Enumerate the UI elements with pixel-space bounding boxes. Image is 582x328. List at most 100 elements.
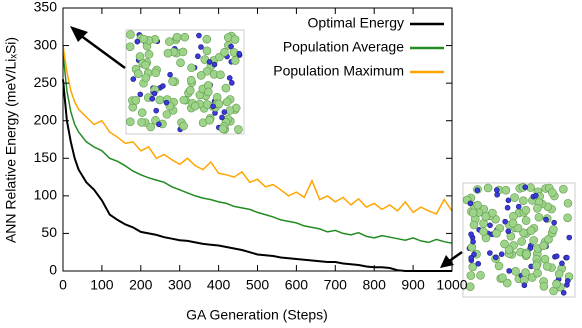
atom — [137, 108, 147, 117]
atom — [468, 255, 475, 261]
atom — [163, 99, 170, 106]
atom — [474, 187, 481, 193]
y-tick-label: 150 — [34, 149, 58, 165]
atom — [494, 261, 504, 271]
atom — [475, 260, 482, 267]
atom — [540, 254, 550, 264]
atom — [167, 71, 173, 78]
atom — [178, 47, 188, 57]
atom — [552, 279, 561, 289]
y-axis-label: ANN Relative Energy (meV/LiₓSi) — [3, 37, 19, 243]
atom — [137, 117, 146, 127]
atom — [141, 60, 150, 70]
atom — [469, 220, 479, 230]
atom — [229, 80, 235, 86]
atom — [476, 270, 485, 280]
atom — [220, 47, 229, 57]
atom — [234, 125, 243, 134]
atom — [134, 38, 141, 45]
atom — [230, 56, 240, 65]
atom — [146, 122, 155, 132]
atom — [144, 50, 154, 59]
x-tick-label: 300 — [168, 277, 192, 293]
atom — [505, 197, 512, 204]
atom — [526, 226, 536, 235]
atom — [498, 273, 507, 282]
atom — [149, 95, 156, 102]
atom — [533, 203, 542, 213]
atom — [218, 124, 228, 134]
atom — [529, 236, 539, 245]
atom — [522, 184, 529, 191]
atom — [534, 212, 544, 222]
atom — [151, 68, 161, 78]
y-tick-label: 200 — [34, 111, 58, 127]
atom — [165, 37, 174, 46]
atom — [551, 219, 557, 226]
atom — [521, 216, 531, 225]
atom — [156, 121, 162, 128]
atom — [465, 282, 475, 291]
atom — [153, 107, 159, 114]
atom — [172, 32, 182, 42]
atom — [187, 63, 196, 73]
atom — [221, 83, 231, 93]
atom — [521, 268, 530, 277]
atom — [533, 268, 542, 278]
atom — [470, 238, 476, 245]
atom — [466, 271, 476, 280]
atom — [176, 58, 185, 67]
atom — [468, 262, 478, 272]
atom — [126, 30, 135, 39]
atom — [553, 253, 560, 259]
atom — [125, 42, 135, 51]
legend-label: Population Average — [283, 39, 404, 55]
atom — [163, 48, 173, 58]
x-tick-label: 800 — [363, 277, 387, 293]
atom — [226, 75, 233, 81]
atom — [498, 251, 505, 257]
atom — [518, 196, 528, 205]
atom — [179, 121, 188, 131]
atom — [202, 46, 212, 56]
atom — [133, 69, 143, 78]
atom — [563, 213, 572, 223]
atom — [511, 267, 520, 276]
atom — [560, 290, 567, 296]
atom — [539, 241, 548, 250]
atom — [219, 114, 225, 121]
arrow — [79, 33, 126, 70]
atom — [130, 76, 137, 82]
atom — [487, 222, 493, 229]
series-line — [62, 45, 453, 215]
atom — [502, 218, 508, 225]
atom — [236, 50, 243, 57]
atom — [521, 205, 531, 215]
atom — [180, 32, 190, 42]
atom — [221, 109, 228, 115]
atom — [205, 115, 214, 125]
atom — [473, 200, 482, 210]
atom — [162, 110, 172, 119]
atom — [543, 216, 549, 223]
atom — [566, 234, 573, 241]
atom — [493, 187, 500, 193]
atom — [533, 192, 539, 199]
arrowhead — [70, 26, 88, 42]
atom — [522, 249, 531, 259]
atom — [508, 218, 518, 228]
atom — [468, 208, 478, 218]
atom — [230, 35, 240, 44]
atom — [542, 262, 552, 271]
atom — [504, 204, 511, 211]
atom — [492, 254, 499, 261]
y-tick-label: 250 — [34, 74, 58, 90]
atom — [539, 281, 549, 291]
atom — [504, 245, 514, 255]
atom — [532, 261, 541, 270]
atom — [510, 193, 519, 202]
atom — [206, 59, 213, 65]
atom — [202, 100, 212, 109]
atom — [479, 227, 488, 236]
atom — [214, 99, 224, 109]
